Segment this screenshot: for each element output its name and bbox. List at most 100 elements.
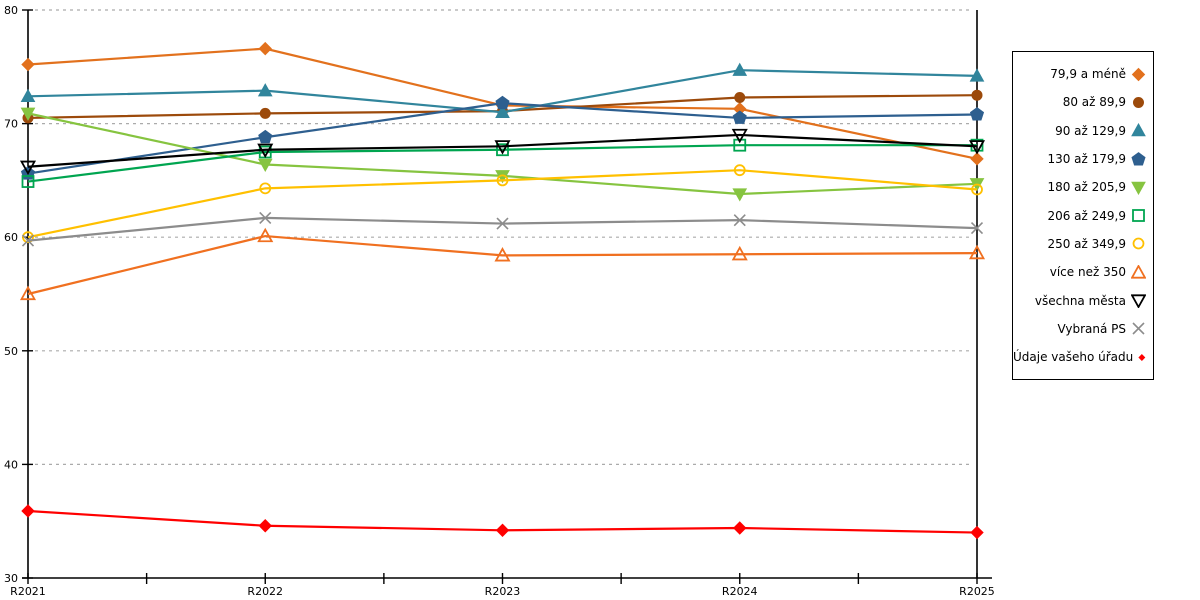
marker-x bbox=[21, 234, 35, 247]
marker-circle bbox=[259, 182, 272, 195]
marker-x bbox=[1132, 322, 1145, 335]
legend-marker-icon bbox=[1131, 294, 1146, 309]
marker-x bbox=[259, 211, 272, 224]
legend: 79,9 a méně 80 až 89,9 90 až 129,9 130 až 1… bbox=[1012, 51, 1154, 381]
marker-triangle-down bbox=[1131, 294, 1146, 309]
y-tick-label: 70 bbox=[4, 118, 18, 131]
marker-circle bbox=[259, 107, 271, 119]
legend-marker-icon bbox=[1131, 181, 1146, 195]
marker-circle bbox=[1132, 238, 1145, 250]
legend-item-0: 79,9 a méně bbox=[1013, 60, 1153, 88]
marker-diamond bbox=[970, 525, 984, 540]
series-line-6 bbox=[27, 169, 978, 239]
marker-square bbox=[1132, 209, 1145, 223]
marker-x bbox=[733, 214, 746, 227]
marker-triangle-up bbox=[257, 227, 274, 243]
legend-item-1: 80 až 89,9 bbox=[1013, 88, 1153, 116]
marker-triangle-up bbox=[1131, 264, 1146, 279]
marker-triangle-down bbox=[19, 160, 37, 176]
legend-item-7: více než 350 bbox=[1013, 258, 1153, 286]
y-tick-label: 60 bbox=[4, 231, 18, 244]
legend-item-9: Vybraná PS bbox=[1013, 315, 1153, 343]
legend-item-5: 206 až 249,9 bbox=[1013, 201, 1153, 229]
series-line-7 bbox=[27, 234, 978, 296]
legend-label: 79,9 a méně bbox=[1050, 67, 1126, 82]
legend-marker-icon bbox=[1132, 322, 1145, 335]
marker-triangle-up bbox=[731, 245, 748, 261]
marker-diamond bbox=[1131, 67, 1146, 81]
legend-label: 180 až 205,9 bbox=[1047, 180, 1126, 195]
marker-square bbox=[496, 143, 509, 157]
marker-diamond bbox=[258, 519, 272, 533]
legend-label: 206 až 249,9 bbox=[1047, 208, 1126, 223]
legend-marker-icon bbox=[1131, 67, 1146, 81]
marker-triangle-down bbox=[257, 158, 273, 173]
legend-item-8: všechna města bbox=[1013, 286, 1153, 314]
legend-marker-icon bbox=[1138, 353, 1146, 361]
legend-marker-icon bbox=[1131, 264, 1146, 279]
marker-triangle-up bbox=[19, 285, 37, 301]
legend-label: 80 až 89,9 bbox=[1062, 95, 1126, 110]
marker-triangle-down bbox=[968, 140, 986, 155]
marker-triangle-down bbox=[732, 188, 748, 202]
legend-marker-icon bbox=[1133, 96, 1144, 108]
marker-x bbox=[496, 217, 509, 230]
marker-triangle-down bbox=[731, 128, 748, 144]
marker-triangle-up bbox=[968, 244, 986, 260]
marker-x bbox=[970, 222, 984, 235]
marker-triangle-up bbox=[969, 68, 985, 82]
x-tick-label: R2025 bbox=[959, 585, 995, 598]
marker-diamond bbox=[21, 504, 35, 518]
marker-triangle-down bbox=[1131, 181, 1146, 195]
marker-diamond bbox=[733, 521, 747, 535]
legend-item-6: 250 až 349,9 bbox=[1013, 230, 1153, 258]
marker-circle bbox=[496, 174, 509, 187]
marker-pentagon bbox=[258, 129, 273, 144]
legend-marker-icon bbox=[1132, 238, 1145, 250]
marker-pentagon bbox=[732, 110, 747, 124]
marker-circle bbox=[1133, 96, 1144, 108]
marker-triangle-down bbox=[257, 143, 274, 159]
x-tick-label: R2021 bbox=[10, 585, 46, 598]
x-tick-label: R2023 bbox=[485, 585, 521, 598]
legend-marker-icon bbox=[1131, 123, 1146, 137]
legend-label: 250 až 349,9 bbox=[1047, 236, 1126, 251]
marker-circle bbox=[971, 183, 983, 196]
marker-triangle-down bbox=[20, 107, 36, 121]
series-line-8 bbox=[27, 133, 978, 168]
marker-triangle-up bbox=[1131, 123, 1146, 137]
legend-label: 90 až 129,9 bbox=[1055, 123, 1126, 138]
marker-triangle-up bbox=[494, 247, 511, 262]
marker-pentagon bbox=[495, 95, 510, 110]
y-tick-label: 40 bbox=[4, 458, 18, 471]
y-tick-label: 80 bbox=[4, 4, 18, 17]
y-tick-label: 30 bbox=[4, 572, 18, 585]
marker-triangle-up bbox=[495, 104, 510, 118]
marker-diamond bbox=[258, 41, 272, 56]
marker-pentagon bbox=[1131, 151, 1146, 166]
marker-diamond bbox=[21, 57, 35, 72]
marker-circle bbox=[22, 231, 34, 244]
legend-label: Údaje vašeho úřadu bbox=[1013, 350, 1134, 365]
marker-diamond bbox=[495, 523, 510, 537]
legend-label: všechna města bbox=[1034, 293, 1126, 308]
x-tick-label: R2022 bbox=[247, 585, 283, 598]
legend-item-10: Údaje vašeho úřadu bbox=[1013, 343, 1153, 371]
legend-label: 130 až 179,9 bbox=[1047, 152, 1126, 167]
marker-triangle-up bbox=[20, 88, 36, 103]
legend-label: více než 350 bbox=[1049, 265, 1126, 280]
marker-square bbox=[21, 175, 35, 188]
legend-item-2: 90 až 129,9 bbox=[1013, 117, 1153, 145]
x-tick-label: R2024 bbox=[722, 585, 758, 598]
legend-item-3: 130 až 179,9 bbox=[1013, 145, 1153, 173]
marker-circle bbox=[734, 91, 746, 103]
series-line-5 bbox=[27, 144, 977, 183]
legend-marker-icon bbox=[1131, 151, 1146, 166]
marker-triangle-down bbox=[494, 140, 511, 155]
marker-circle bbox=[733, 164, 746, 177]
marker-triangle-up bbox=[257, 83, 273, 97]
marker-circle bbox=[971, 89, 983, 101]
legend-item-4: 180 až 205,9 bbox=[1013, 173, 1153, 201]
